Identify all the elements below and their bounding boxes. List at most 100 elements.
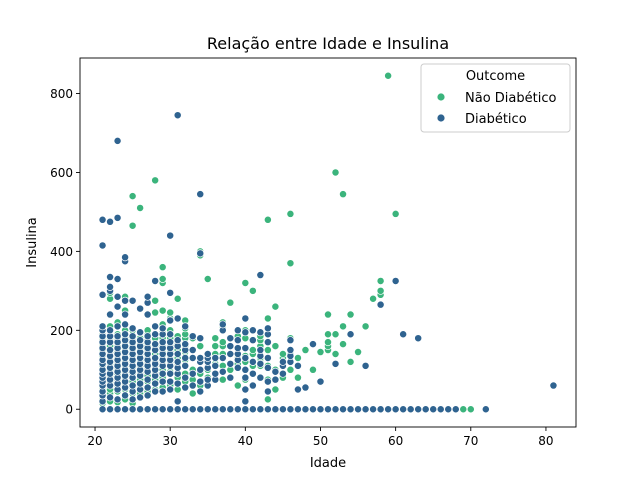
point-nao-diabetico <box>136 204 145 212</box>
point-diabetico <box>218 353 227 362</box>
point-nao-diabetico <box>391 209 400 218</box>
point-diabetico <box>233 363 242 372</box>
point-diabetico <box>106 282 115 291</box>
point-diabetico <box>143 405 152 414</box>
point-diabetico <box>158 338 167 347</box>
point-diabetico <box>128 296 137 305</box>
point-nao-diabetico <box>158 306 167 315</box>
point-diabetico <box>121 310 130 319</box>
point-diabetico <box>226 334 235 343</box>
point-diabetico <box>173 379 182 388</box>
point-nao-diabetico <box>376 277 385 285</box>
point-nao-diabetico <box>346 357 355 366</box>
point-diabetico <box>211 361 220 370</box>
point-diabetico <box>248 369 257 378</box>
point-diabetico <box>136 393 145 402</box>
point-diabetico <box>271 367 280 376</box>
point-diabetico <box>301 383 310 392</box>
point-nao-diabetico <box>316 348 325 356</box>
point-nao-diabetico <box>158 275 167 283</box>
point-diabetico <box>113 302 122 311</box>
point-diabetico <box>151 387 160 396</box>
point-diabetico <box>384 405 393 414</box>
point-nao-diabetico <box>271 342 280 351</box>
point-diabetico <box>376 300 385 309</box>
point-nao-diabetico <box>248 286 257 295</box>
point-diabetico <box>256 373 265 382</box>
point-diabetico <box>263 387 272 396</box>
point-diabetico <box>143 375 152 384</box>
point-diabetico <box>181 340 190 349</box>
point-diabetico <box>293 405 302 414</box>
point-diabetico <box>263 405 272 414</box>
point-diabetico <box>414 334 423 343</box>
point-diabetico <box>166 338 175 347</box>
point-nao-diabetico <box>233 381 242 390</box>
point-nao-diabetico <box>278 350 287 358</box>
point-diabetico <box>128 381 137 390</box>
point-diabetico <box>369 405 378 414</box>
point-diabetico <box>278 405 287 414</box>
point-nao-diabetico <box>128 221 137 230</box>
point-diabetico <box>181 405 190 414</box>
point-diabetico <box>113 213 122 222</box>
point-diabetico <box>136 379 145 388</box>
point-diabetico <box>166 288 175 297</box>
point-diabetico <box>241 344 250 353</box>
point-diabetico <box>421 405 430 414</box>
point-diabetico <box>241 314 250 323</box>
x-tick-label: 60 <box>388 434 403 448</box>
point-diabetico <box>98 322 107 331</box>
point-nao-diabetico <box>173 294 182 303</box>
point-diabetico <box>136 328 145 337</box>
y-tick-label: 600 <box>50 166 73 180</box>
point-diabetico <box>218 320 227 329</box>
point-diabetico <box>181 383 190 392</box>
point-nao-diabetico <box>271 302 280 311</box>
legend-marker-nao-diabetico <box>436 92 446 102</box>
point-diabetico <box>173 314 182 323</box>
point-diabetico <box>226 359 235 368</box>
point-diabetico <box>143 332 152 341</box>
point-diabetico <box>248 405 257 414</box>
point-diabetico <box>196 190 205 199</box>
point-diabetico <box>278 357 287 366</box>
point-diabetico <box>233 405 242 414</box>
point-nao-diabetico <box>339 340 347 349</box>
point-diabetico <box>436 405 445 414</box>
point-nao-diabetico <box>218 338 227 347</box>
point-diabetico <box>128 395 137 404</box>
point-diabetico <box>218 367 227 376</box>
point-diabetico <box>248 357 257 366</box>
point-diabetico <box>203 405 212 414</box>
point-diabetico <box>391 405 400 414</box>
point-nao-diabetico <box>339 322 347 331</box>
point-diabetico <box>241 328 250 337</box>
point-diabetico <box>316 405 325 414</box>
point-nao-diabetico <box>459 405 468 414</box>
point-diabetico <box>121 253 130 262</box>
point-diabetico <box>399 330 408 339</box>
point-diabetico <box>166 385 175 394</box>
point-diabetico <box>278 369 287 378</box>
point-diabetico <box>376 405 385 414</box>
point-nao-diabetico <box>263 395 272 404</box>
point-diabetico <box>106 393 115 402</box>
y-axis-ticks: 0 200 400 600 800 <box>50 87 80 417</box>
point-diabetico <box>256 359 265 368</box>
point-diabetico <box>293 361 302 370</box>
point-nao-diabetico <box>151 176 160 185</box>
point-diabetico <box>309 340 317 349</box>
point-diabetico <box>166 369 175 378</box>
point-nao-diabetico <box>196 342 205 351</box>
point-diabetico <box>106 326 115 335</box>
point-diabetico <box>136 336 145 345</box>
point-diabetico <box>151 353 160 362</box>
point-diabetico <box>158 377 167 386</box>
point-diabetico <box>324 405 332 414</box>
point-diabetico <box>248 326 257 335</box>
point-diabetico <box>256 271 265 280</box>
point-diabetico <box>339 405 347 414</box>
